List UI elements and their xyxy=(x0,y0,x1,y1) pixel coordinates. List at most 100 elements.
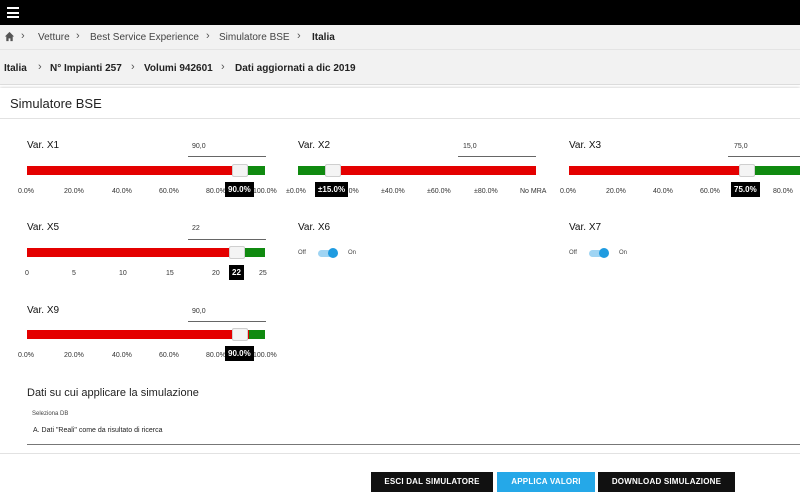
breadcrumb-item-simulatore[interactable]: Simulatore BSE xyxy=(219,32,290,43)
var-x2-tooltip: ±15.0% xyxy=(315,182,349,197)
var-x5-tick: 0 xyxy=(25,270,29,277)
download-simulation-button[interactable]: DOWNLOAD SIMULAZIONE xyxy=(598,472,735,492)
var-x5-value-input[interactable]: 22 xyxy=(192,225,200,232)
data-section-title: Dati su cui applicare la simulazione xyxy=(27,387,199,399)
var-x5-tick: 10 xyxy=(119,270,127,277)
var-x7-toggle[interactable] xyxy=(589,250,608,257)
var-x2-value-underline xyxy=(458,156,536,157)
var-x2-label: Var. X2 xyxy=(298,140,331,151)
var-x1-tooltip: 90.0% xyxy=(225,182,254,197)
var-x5-tick: 25 xyxy=(259,270,267,277)
var-x9-label: Var. X9 xyxy=(27,305,60,316)
chevron-right-icon: › xyxy=(221,61,225,73)
var-x9-tooltip: 90.0% xyxy=(225,346,254,361)
var-x3-tick: 80.0% xyxy=(773,188,793,195)
var-x6-off-label: Off xyxy=(298,250,306,256)
var-x9-tick: 0.0% xyxy=(18,352,34,359)
var-x3-value-input[interactable]: 75,0 xyxy=(734,143,748,150)
var-x2-tick: No MRA xyxy=(520,188,547,195)
breadcrumb-item-vetture[interactable]: Vetture xyxy=(38,32,70,43)
var-x1-label: Var. X1 xyxy=(27,140,60,151)
db-select-underline xyxy=(27,444,800,445)
divider xyxy=(0,453,800,454)
var-x5-tooltip: 22 xyxy=(229,265,244,280)
var-x9-value-input[interactable]: 90,0 xyxy=(192,308,206,315)
chevron-right-icon: › xyxy=(206,30,210,42)
var-x3-tick: 40.0% xyxy=(653,188,673,195)
var-x2-slider-handle[interactable] xyxy=(325,164,341,177)
var-x9-tick: 40.0% xyxy=(112,352,132,359)
var-x7-toggle-knob[interactable] xyxy=(599,248,609,258)
var-x1-slider-track[interactable] xyxy=(27,166,265,175)
var-x5-tick: 5 xyxy=(72,270,76,277)
breadcrumb-item-current: Italia xyxy=(312,32,335,43)
breadcrumb-item-bse[interactable]: Best Service Experience xyxy=(90,32,199,43)
var-x6-toggle[interactable] xyxy=(318,250,337,257)
var-x3-tick: 0.0% xyxy=(560,188,576,195)
exit-simulator-button[interactable]: ESCI DAL SIMULATORE xyxy=(371,472,493,492)
var-x9-slider-handle[interactable] xyxy=(232,328,248,341)
var-x3-slider-green xyxy=(748,166,800,175)
var-x3-tick: 20.0% xyxy=(606,188,626,195)
var-x3-label: Var. X3 xyxy=(569,140,602,151)
var-x2-tick: ±60.0% xyxy=(427,188,451,195)
var-x3-value-underline xyxy=(728,156,800,157)
divider xyxy=(0,118,800,119)
breadcrumb: › Vetture › Best Service Experience › Si… xyxy=(0,25,800,50)
var-x1-tick: 40.0% xyxy=(112,188,132,195)
var-x2-slider-green xyxy=(298,166,330,175)
var-x5-label: Var. X5 xyxy=(27,222,60,233)
var-x1-value-underline xyxy=(188,156,266,157)
top-bar xyxy=(0,0,800,25)
var-x1-value-input[interactable]: 90,0 xyxy=(192,143,206,150)
var-x3-tooltip: 75.0% xyxy=(731,182,760,197)
var-x1-tick: 100.0% xyxy=(253,188,277,195)
var-x1-slider-handle[interactable] xyxy=(232,164,248,177)
var-x9-value-underline xyxy=(188,321,266,322)
var-x1-slider-green xyxy=(243,166,265,175)
var-x6-label: Var. X6 xyxy=(298,222,331,233)
var-x3-slider-track[interactable] xyxy=(569,166,800,175)
var-x9-slider-green xyxy=(249,330,265,339)
var-x9-tick: 20.0% xyxy=(64,352,84,359)
var-x2-tick: ±80.0% xyxy=(474,188,498,195)
var-x2-slider-track[interactable] xyxy=(298,166,536,175)
var-x9-slider-track[interactable] xyxy=(27,330,265,339)
var-x3-slider-handle[interactable] xyxy=(739,164,755,177)
info-bar: Italia › N° Impianti 257 › Volumi 942601… xyxy=(0,50,800,85)
var-x5-slider-track[interactable] xyxy=(27,248,265,257)
hamburger-menu-icon[interactable] xyxy=(7,7,19,18)
var-x5-slider-green xyxy=(243,248,265,257)
home-icon[interactable] xyxy=(4,31,15,42)
var-x9-tick: 80.0% xyxy=(206,352,226,359)
chevron-right-icon: › xyxy=(76,30,80,42)
var-x1-tick: 80.0% xyxy=(206,188,226,195)
var-x6-toggle-knob[interactable] xyxy=(328,248,338,258)
var-x5-tick: 20 xyxy=(212,270,220,277)
db-select[interactable]: A. Dati "Reali" come da risultato di ric… xyxy=(33,427,163,434)
var-x5-value-underline xyxy=(188,239,266,240)
var-x9-tick: 100.0% xyxy=(253,352,277,359)
page-title: Simulatore BSE xyxy=(10,96,102,111)
var-x3-tick: 60.0% xyxy=(700,188,720,195)
var-x1-tick: 60.0% xyxy=(159,188,179,195)
apply-values-button[interactable]: APPLICA VALORI xyxy=(497,472,595,492)
simulator-card xyxy=(0,88,800,500)
chevron-right-icon: › xyxy=(38,61,42,73)
info-impianti: N° Impianti 257 xyxy=(50,63,122,74)
var-x1-tick: 0.0% xyxy=(18,188,34,195)
chevron-right-icon: › xyxy=(21,30,25,42)
var-x5-tick: 15 xyxy=(166,270,174,277)
var-x2-value-input[interactable]: 15,0 xyxy=(463,143,477,150)
var-x9-tick: 60.0% xyxy=(159,352,179,359)
info-updated: Dati aggiornati a dic 2019 xyxy=(235,63,356,74)
info-volumi: Volumi 942601 xyxy=(144,63,213,74)
var-x6-on-label: On xyxy=(348,250,357,256)
chevron-right-icon: › xyxy=(131,61,135,73)
var-x2-tick: ±40.0% xyxy=(381,188,405,195)
var-x7-label: Var. X7 xyxy=(569,222,602,233)
var-x2-tick: ±0.0% xyxy=(286,188,306,195)
var-x5-slider-handle[interactable] xyxy=(229,246,245,259)
db-select-label: Seleziona DB xyxy=(32,411,69,417)
var-x7-off-label: Off xyxy=(569,250,577,256)
